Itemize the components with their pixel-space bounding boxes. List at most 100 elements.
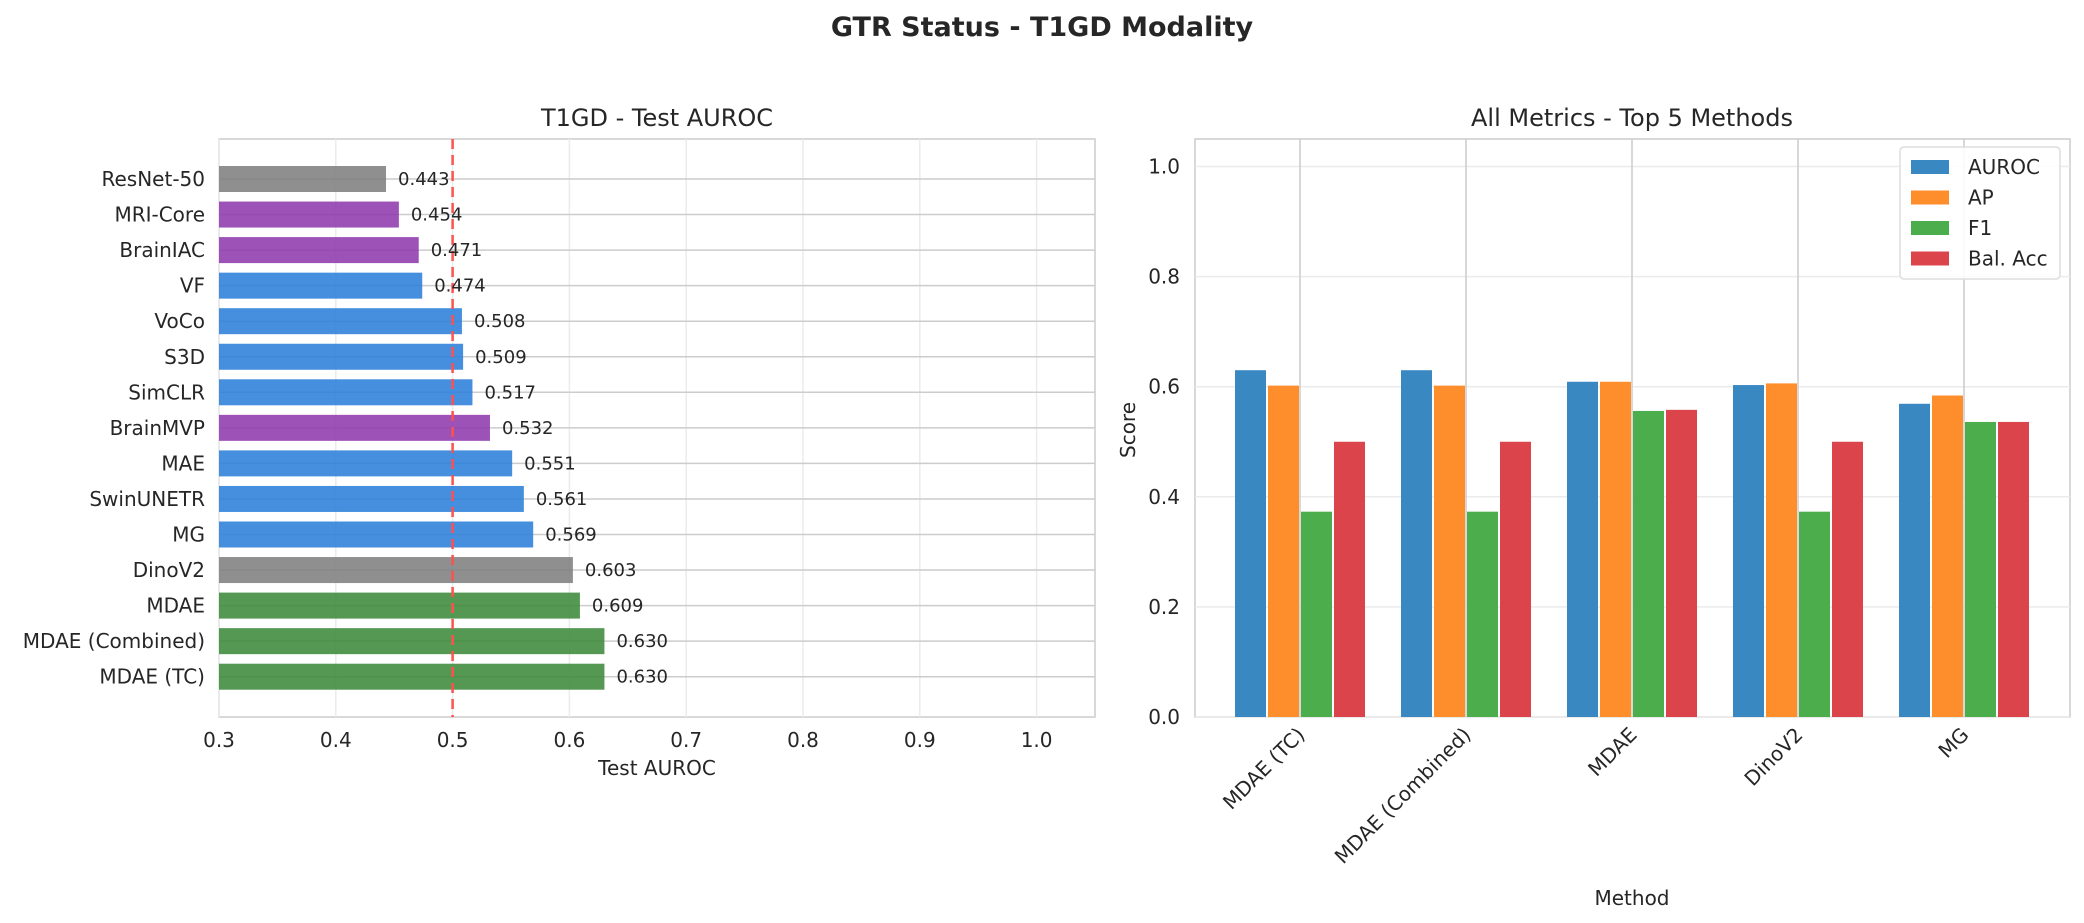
bar — [219, 343, 464, 370]
y-tick-label: 0.0 — [1148, 705, 1180, 729]
y-tick-label: MDAE (Combined) — [23, 629, 205, 653]
x-tick-label: MDAE — [1583, 723, 1641, 781]
y-tick-label: SimCLR — [128, 380, 205, 404]
data-label: 0.508 — [474, 311, 526, 332]
x-tick-label: 0.5 — [437, 728, 469, 752]
x-tick-label: MDAE (Combined) — [1330, 723, 1476, 869]
bar — [219, 308, 462, 335]
bar — [219, 272, 423, 299]
right-bars — [1235, 370, 2029, 717]
left-x-axis-label: Test AUROC — [597, 756, 716, 780]
bar — [1467, 511, 1498, 717]
bar — [1235, 370, 1266, 717]
y-tick-label: 0.8 — [1148, 265, 1180, 289]
x-tick-label: 0.3 — [203, 728, 235, 752]
right-x-tick-labels: MDAE (TC) MDAE (Combined) MDAE DinoV2 MG — [1218, 723, 1974, 869]
data-label: 0.471 — [431, 240, 483, 261]
bar — [1567, 381, 1598, 717]
y-tick-label: 0.4 — [1148, 485, 1180, 509]
bar — [219, 166, 387, 192]
legend-box — [1899, 146, 2061, 280]
bar — [219, 521, 534, 548]
figure-title: GTR Status - T1GD Modality — [831, 12, 1254, 43]
bar — [219, 663, 605, 690]
data-label: 0.517 — [484, 382, 536, 403]
bar — [219, 450, 513, 477]
bar — [1268, 385, 1299, 717]
left-chart: ResNet-50 MRI-Core BrainIAC VF VoCo S3D SimCLR… — [23, 104, 1096, 780]
bar — [1434, 385, 1465, 717]
left-x-tick-labels: 0.3 0.4 0.5 0.6 0.7 0.8 0.9 1.0 — [203, 728, 1052, 752]
bar — [1766, 383, 1797, 717]
x-tick-label: 0.8 — [787, 728, 819, 752]
bar — [1500, 441, 1531, 717]
y-tick-label: MDAE — [146, 594, 205, 618]
legend-swatch — [1911, 160, 1949, 174]
bar — [1334, 441, 1365, 717]
bar — [219, 414, 490, 441]
data-label: 0.509 — [475, 347, 527, 368]
y-tick-label: BrainMVP — [110, 416, 205, 440]
data-label: 0.443 — [398, 169, 450, 190]
legend-swatch — [1911, 190, 1949, 205]
data-label: 0.569 — [545, 525, 597, 546]
y-tick-label: VoCo — [154, 309, 205, 333]
bar — [1799, 511, 1830, 717]
bar — [1899, 403, 1930, 717]
bar — [1965, 421, 1996, 717]
data-label: 0.561 — [536, 489, 588, 510]
left-value-labels: 0.443 0.454 0.471 0.474 0.508 0.509 0.517 0.532… — [398, 169, 668, 688]
y-tick-label: S3D — [164, 345, 205, 369]
bar — [219, 557, 573, 584]
y-tick-label: MG — [172, 523, 205, 547]
legend-swatch — [1911, 251, 1949, 266]
y-tick-label: 0.2 — [1148, 595, 1180, 619]
bar — [1932, 395, 1963, 717]
legend-label: F1 — [1968, 216, 1992, 240]
bar — [1401, 370, 1432, 717]
y-tick-label: 0.6 — [1148, 375, 1180, 399]
bar — [1666, 409, 1697, 717]
right-x-axis-label: Method — [1594, 886, 1669, 910]
y-tick-label: VF — [180, 274, 205, 298]
legend: AUROC AP F1 Bal. Acc — [1899, 146, 2061, 280]
data-label: 0.532 — [502, 418, 554, 439]
legend-label: Bal. Acc — [1968, 247, 2048, 271]
bar — [219, 592, 580, 619]
x-tick-label: 0.7 — [670, 728, 702, 752]
bar — [219, 485, 524, 512]
legend-label: AUROC — [1968, 155, 2040, 179]
x-tick-label: 0.6 — [553, 728, 585, 752]
right-chart: 0.0 0.2 0.4 0.6 0.8 1.0 MDAE (TC) MDAE (Combin… — [1116, 104, 2071, 910]
left-chart-title: T1GD - Test AUROC — [540, 104, 773, 132]
data-label: 0.603 — [585, 560, 637, 581]
y-tick-label: MAE — [161, 451, 205, 475]
bar — [219, 201, 399, 228]
left-bars — [219, 166, 605, 690]
bar — [1600, 381, 1631, 717]
data-label: 0.630 — [616, 667, 668, 688]
y-tick-label: ResNet-50 — [102, 167, 206, 191]
right-y-tick-labels: 0.0 0.2 0.4 0.6 0.8 1.0 — [1148, 155, 1180, 729]
legend-label: AP — [1968, 186, 1994, 210]
data-label: 0.454 — [411, 205, 463, 226]
x-tick-label: MDAE (TC) — [1218, 723, 1310, 815]
y-tick-label: SwinUNETR — [89, 487, 205, 511]
x-tick-label: DinoV2 — [1739, 723, 1807, 791]
bar — [1832, 441, 1863, 717]
bar — [219, 628, 605, 655]
x-tick-label: 0.4 — [320, 728, 352, 752]
x-tick-label: MG — [1933, 723, 1973, 763]
bar — [1998, 421, 2029, 717]
y-tick-label: MRI-Core — [114, 203, 205, 227]
data-label: 0.551 — [524, 453, 576, 474]
bar — [1733, 385, 1764, 717]
data-label: 0.630 — [616, 631, 668, 652]
y-tick-label: 1.0 — [1148, 155, 1180, 179]
bar — [1301, 511, 1332, 717]
x-tick-label: 1.0 — [1021, 728, 1053, 752]
data-label: 0.609 — [592, 596, 644, 617]
y-tick-label: DinoV2 — [133, 558, 205, 582]
data-label: 0.474 — [434, 276, 486, 297]
